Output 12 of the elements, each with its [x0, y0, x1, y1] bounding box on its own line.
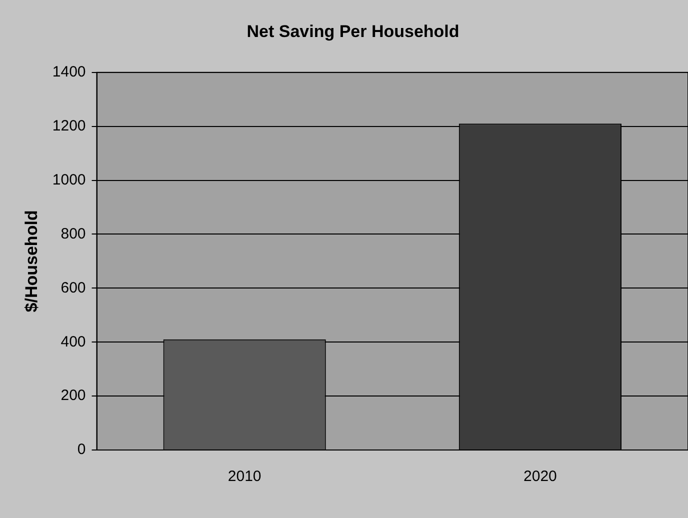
y-tick-label: 800 — [60, 225, 86, 242]
x-tick-label: 2010 — [228, 468, 262, 486]
y-tick-label: 1200 — [52, 117, 86, 134]
chart-title: Net Saving Per Household — [246, 22, 460, 41]
y-tick-label: 400 — [60, 333, 86, 350]
y-tick-label: 200 — [60, 387, 86, 404]
y-tick-label: 600 — [60, 279, 86, 296]
y-tick-label: 1400 — [52, 64, 86, 81]
x-tick-label: 2020 — [524, 468, 557, 486]
y-axis-title: $/Household — [22, 210, 41, 312]
y-tick-label: 0 — [77, 441, 86, 458]
y-tick-label: 1000 — [52, 171, 86, 188]
